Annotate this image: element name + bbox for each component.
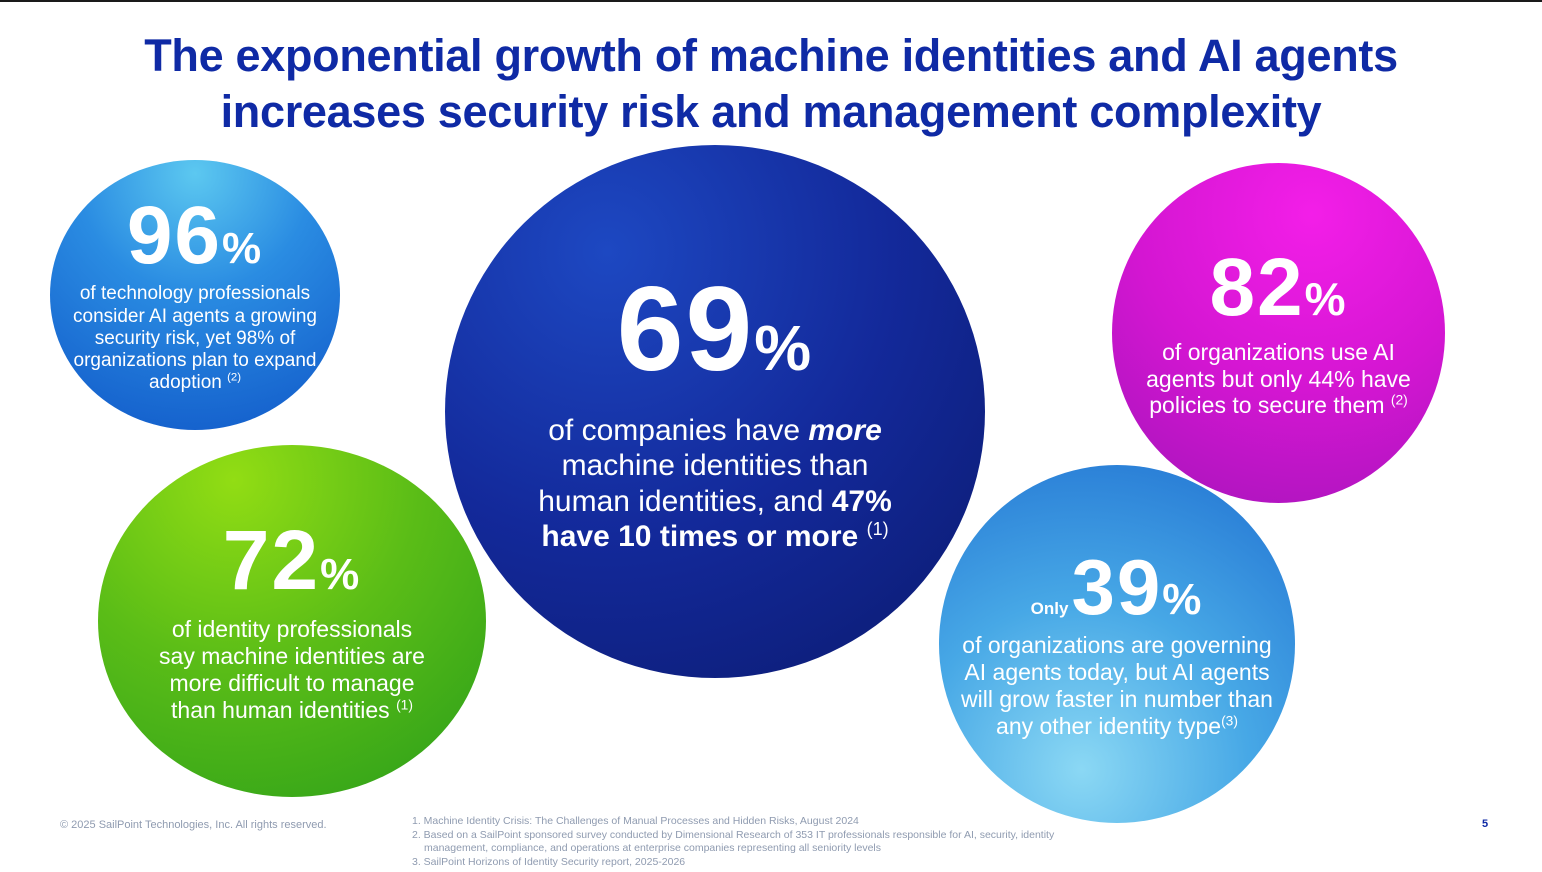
stat-bubble-72: 72% of identity professionals say machin…: [98, 445, 486, 797]
stat-number: 69: [616, 262, 755, 397]
stat-description-96: of technology professionals consider AI …: [70, 283, 320, 394]
stat-number: 96: [126, 190, 223, 282]
stat-text: of organizations use AI agents but only …: [1146, 338, 1411, 419]
stat-text: of identity professionals say machine id…: [159, 616, 425, 723]
footnote-2: 2. Based on a SailPoint sponsored survey…: [412, 828, 1055, 855]
stat-bubble-96: 96% of technology professionals consider…: [50, 160, 340, 430]
stat-description-72: of identity professionals say machine id…: [157, 616, 427, 724]
stat-footnote-ref: (2): [1390, 392, 1408, 408]
stat-footnote-ref: (3): [1221, 713, 1238, 729]
stat-unit: %: [320, 550, 362, 600]
stat-value-82: 82%: [1209, 246, 1348, 329]
stat-text-pre: of companies have: [548, 414, 801, 448]
slide-title-line-2: increases security risk and management c…: [220, 86, 1322, 137]
stat-number: 72: [222, 513, 321, 608]
stat-value-39: Only 39%: [1031, 548, 1204, 626]
footnote-1: 1. Machine Identity Crisis: The Challeng…: [412, 815, 859, 827]
stat-unit: %: [222, 224, 264, 274]
stat-number: 82: [1209, 241, 1305, 333]
stat-prefix: Only: [1030, 599, 1069, 619]
stat-text-emphasis: more: [808, 414, 882, 448]
stat-bubble-39: Only 39% of organizations are governing …: [939, 465, 1295, 823]
slide-title: The exponential growth of machine identi…: [0, 28, 1542, 140]
stat-description-82: of organizations use AI agents but only …: [1129, 339, 1429, 420]
stat-footnote-ref: (1): [866, 518, 889, 539]
footnote-3: 3. SailPoint Horizons of Identity Securi…: [412, 855, 686, 868]
stat-text-bold: 47% have 10 times or more: [541, 484, 892, 553]
stat-footnote-ref: (2): [227, 372, 242, 384]
top-border-line: [0, 0, 1542, 2]
stat-unit: %: [1304, 272, 1348, 325]
stat-text: of technology professionals consider AI …: [73, 283, 317, 394]
stat-value-96: 96%: [127, 195, 263, 277]
page-number: 5: [1482, 818, 1489, 830]
slide-title-line-1: The exponential growth of machine identi…: [144, 30, 1398, 81]
copyright-notice: © 2025 SailPoint Technologies, Inc. All …: [60, 819, 327, 831]
stat-description-69: of companies have more machine identitie…: [525, 413, 905, 553]
stat-text-mid: machine identities than human identities…: [538, 449, 869, 518]
stat-text: of organizations are governing AI agents…: [961, 632, 1273, 739]
stat-bubble-82: 82% of organizations use AI agents but o…: [1112, 163, 1445, 503]
stat-description-39: of organizations are governing AI agents…: [960, 632, 1275, 740]
stat-footnote-ref: (1): [396, 697, 413, 713]
stat-value-72: 72%: [223, 518, 362, 602]
stat-unit: %: [1162, 575, 1204, 625]
stat-number-group: 39%: [1071, 548, 1203, 626]
stat-bubble-69: 69% of companies have more machine ident…: [445, 145, 985, 678]
stat-value-69: 69%: [617, 269, 813, 389]
stat-number: 39: [1071, 543, 1163, 632]
footnotes-list: 1. Machine Identity Crisis: The Challeng…: [412, 815, 1102, 869]
stat-unit: %: [754, 312, 814, 385]
